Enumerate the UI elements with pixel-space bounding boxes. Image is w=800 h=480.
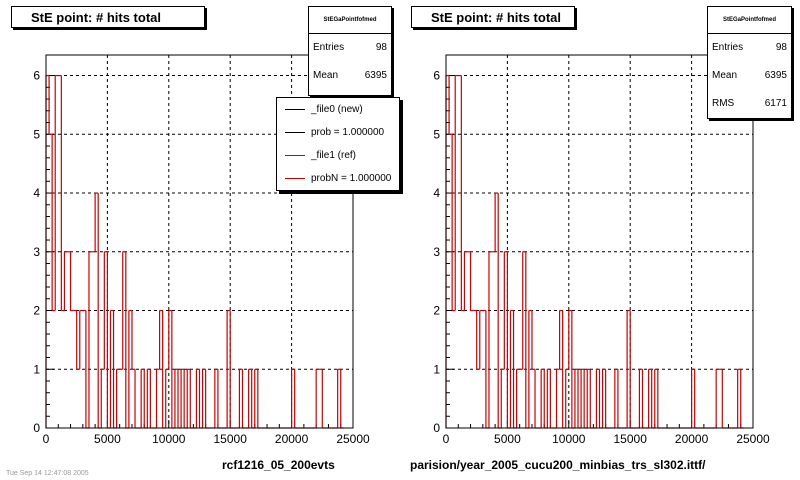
- y-tick-label: 2: [433, 304, 440, 318]
- legend-line-red: [285, 178, 305, 179]
- legend-entry-file1: _file1 (ref): [277, 144, 399, 167]
- y-tick-label: 0: [33, 421, 40, 435]
- legend-label: _file0 (new): [311, 104, 363, 115]
- legend-label: probN = 1.000000: [311, 173, 392, 184]
- y-tick-label: 2: [33, 304, 40, 318]
- x-tick-label: 5000: [94, 432, 121, 446]
- y-tick-label: 5: [433, 127, 440, 141]
- x-tick-label: 25000: [336, 432, 370, 446]
- x-tick-label: 20000: [675, 432, 709, 446]
- legend-label: prob = 1.000000: [311, 127, 385, 138]
- histogram-panel-left: 0 5000 10000 15000 20000 25000 0 1 2 3 4 5 6 StE poi…: [0, 0, 400, 472]
- y-tick-label: 6: [433, 69, 440, 83]
- stats-row-entries: Entries 98: [708, 34, 791, 62]
- legend-entry-prob: prob = 1.000000: [277, 121, 399, 144]
- legend-line-black: [285, 109, 305, 110]
- stats-label: Entries: [313, 42, 345, 53]
- x-tick-label: 15000: [214, 432, 248, 446]
- stats-row-mean: Mean 6395: [708, 62, 791, 90]
- legend-line-black: [285, 132, 305, 133]
- legend-label: _file1 (ref): [311, 150, 357, 161]
- stats-name: StEGaPointfofmed: [708, 7, 791, 34]
- stats-value: 6171: [764, 98, 787, 109]
- stats-box: StEGaPointfofmed Entries 98 Mean 6395 RM…: [707, 6, 792, 119]
- histogram-chart-left: 0 5000 10000 15000 20000 25000 0 1 2 3 4 5 6: [33, 54, 370, 446]
- stats-value: 98: [375, 42, 387, 53]
- legend-entry-probn: probN = 1.000000: [277, 167, 399, 190]
- stats-row-entries: Entries 98: [309, 34, 391, 62]
- stats-name: StEGaPointfofmed: [309, 7, 391, 34]
- x-axis-footer-label: rcf1216_05_200evts: [222, 458, 335, 472]
- stats-row-rms: RMS 6171: [708, 90, 791, 118]
- x-tick-label: 20000: [275, 432, 309, 446]
- y-tick-label: 1: [33, 362, 40, 376]
- x-tick-label: 0: [443, 432, 450, 446]
- x-axis-footer-label: parision/year_2005_cucu200_minbias_trs_s…: [410, 458, 706, 472]
- y-tick-label: 0: [433, 421, 440, 435]
- y-tick-label: 4: [33, 186, 40, 200]
- chart-title: StE point: # hits total: [411, 6, 575, 28]
- y-tick-label: 1: [433, 362, 440, 376]
- plot-frame: [45, 54, 354, 429]
- chart-title: StE point: # hits total: [11, 6, 205, 28]
- plot-frame: [445, 54, 754, 429]
- stats-value: 6395: [764, 70, 787, 81]
- x-tick-label: 25000: [736, 432, 770, 446]
- legend-entry-file0: _file0 (new): [277, 98, 399, 121]
- histogram-panel-right: 0 5000 10000 15000 20000 25000 0 1 2 3 4 5 6 StE poi…: [400, 0, 800, 472]
- stats-row-mean: Mean 6395: [309, 62, 391, 90]
- x-tick-label: 10000: [552, 432, 586, 446]
- stats-label: Entries: [712, 42, 744, 53]
- stats-label: RMS: [712, 98, 735, 109]
- stats-label: Mean: [712, 70, 738, 81]
- legend-line-red: [285, 155, 305, 156]
- legend: _file0 (new) prob = 1.000000 _file1 (ref…: [276, 97, 400, 191]
- x-tick-label: 0: [43, 432, 50, 446]
- x-tick-label: 10000: [152, 432, 186, 446]
- x-tick-label: 15000: [614, 432, 648, 446]
- y-tick-label: 4: [433, 186, 440, 200]
- stats-label: Mean: [313, 70, 339, 81]
- y-tick-label: 3: [433, 245, 440, 259]
- timestamp-label: Tue Sep 14 12:47:08 2005: [6, 470, 89, 477]
- y-tick-label: 3: [33, 245, 40, 259]
- x-tick-label: 5000: [494, 432, 521, 446]
- stats-value: 98: [775, 42, 787, 53]
- y-tick-label: 6: [33, 69, 40, 83]
- histogram-chart-right: 0 5000 10000 15000 20000 25000 0 1 2 3 4 5 6: [433, 54, 770, 446]
- y-tick-label: 5: [33, 127, 40, 141]
- stats-value: 6395: [364, 70, 387, 81]
- stats-box: StEGaPointfofmed Entries 98 Mean 6395: [308, 6, 392, 96]
